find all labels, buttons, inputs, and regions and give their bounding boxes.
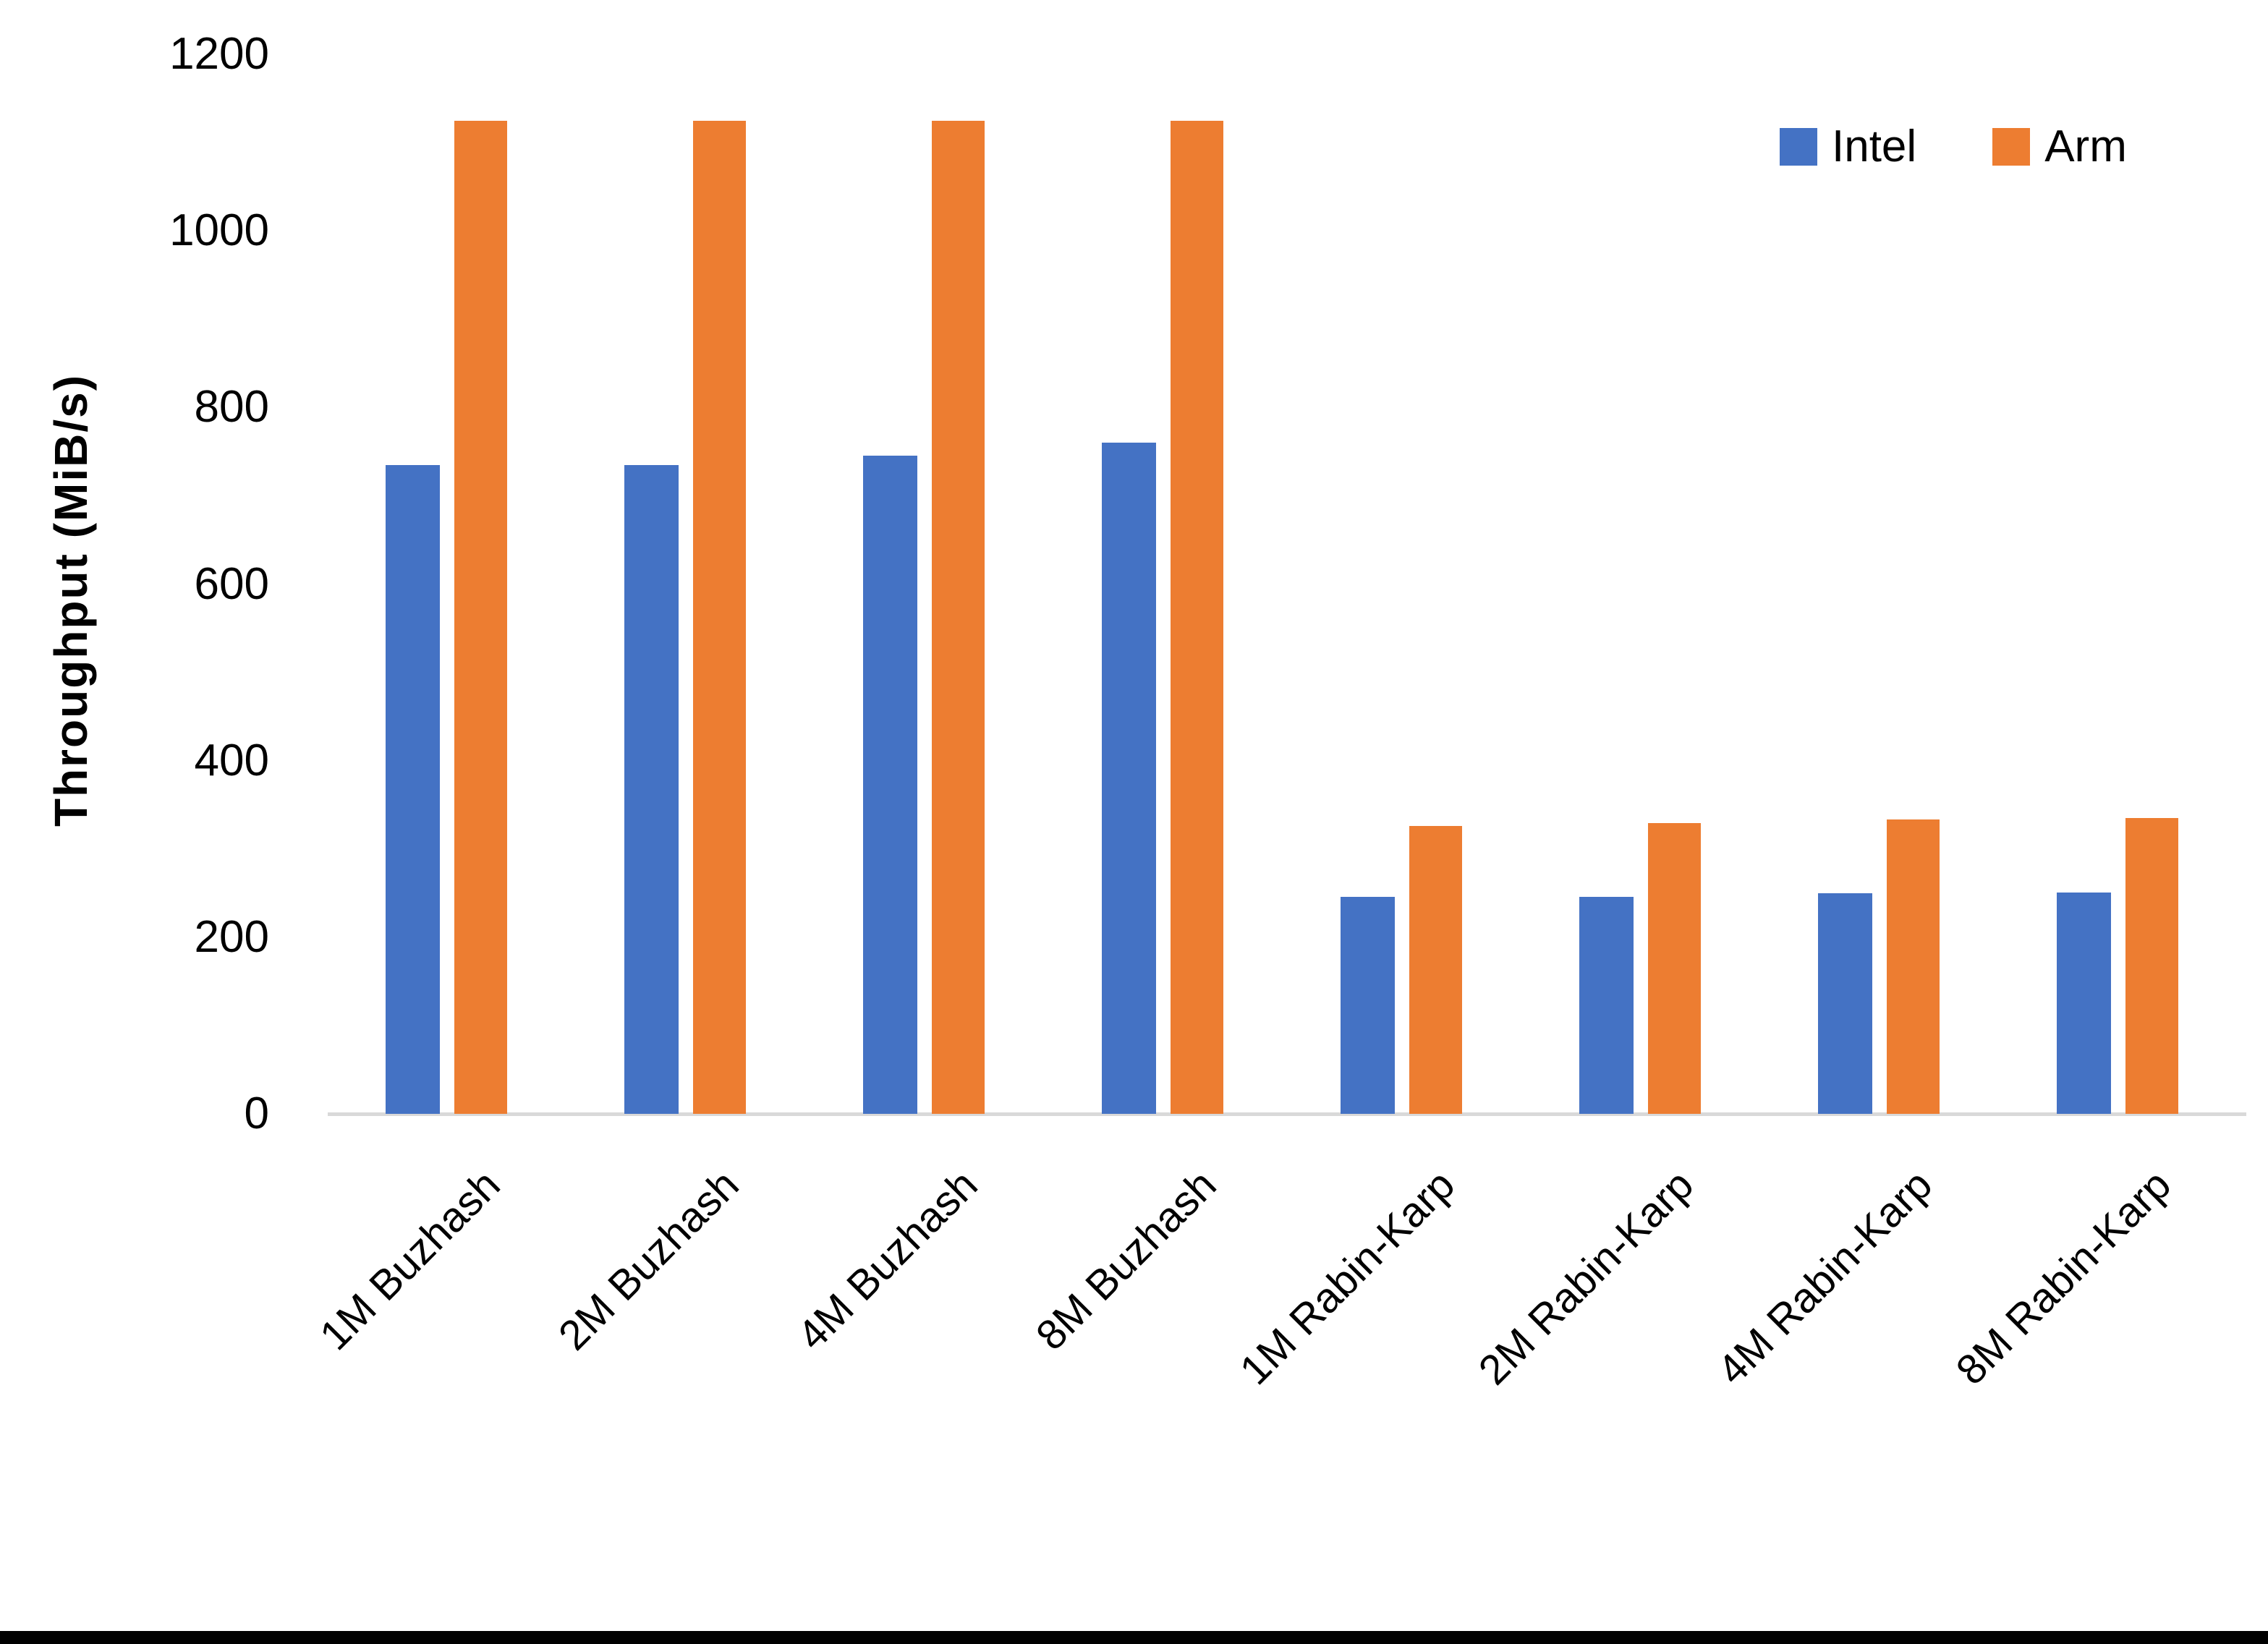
bar-intel-8m-buzhash (1102, 443, 1156, 1114)
bar-arm-4m-buzhash (932, 121, 985, 1114)
bottom-border-bar (0, 1631, 2268, 1644)
legend-item-arm: Arm (1992, 124, 2127, 169)
bar-intel-4m-buzhash (863, 456, 917, 1114)
legend-label-intel: Intel (1832, 122, 1917, 171)
bar-intel-4m-rabin-karp (1818, 893, 1872, 1114)
bar-arm-2m-buzhash (693, 121, 746, 1114)
legend-swatch-intel (1780, 128, 1817, 166)
bar-intel-2m-buzhash (624, 465, 679, 1114)
x-axis-line (328, 1112, 2246, 1116)
bar-arm-1m-rabin-karp (1409, 826, 1462, 1114)
x-label-4m-buzhash: 4M Buzhash (788, 1161, 987, 1360)
y-tick-label-800: 800 (194, 382, 269, 433)
bar-arm-1m-buzhash (454, 121, 507, 1114)
y-tick-label-400: 400 (194, 735, 269, 785)
bar-intel-1m-buzhash (386, 465, 440, 1114)
legend-swatch-arm (1992, 128, 2031, 166)
x-label-1m-rabin-karp: 1M Rabin-Karp (1231, 1161, 1464, 1394)
legend: Intel Arm (1780, 124, 2127, 169)
bar-intel-1m-rabin-karp (1341, 897, 1395, 1114)
x-label-8m-buzhash: 8M Buzhash (1027, 1161, 1226, 1360)
x-label-2m-rabin-karp: 2M Rabin-Karp (1469, 1161, 1703, 1394)
x-label-1m-buzhash: 1M Buzhash (310, 1161, 509, 1360)
bar-arm-2m-rabin-karp (1648, 823, 1701, 1114)
bar-intel-8m-rabin-karp (2057, 893, 2111, 1114)
bar-intel-2m-rabin-karp (1579, 897, 1634, 1114)
x-label-8m-rabin-karp: 8M Rabin-Karp (1947, 1161, 2180, 1394)
bar-arm-8m-rabin-karp (2125, 818, 2178, 1114)
y-tick-label-600: 600 (194, 558, 269, 609)
legend-label-arm: Arm (2044, 122, 2127, 171)
y-tick-label-1200: 1200 (169, 29, 269, 79)
y-tick-label-1000: 1000 (169, 205, 269, 256)
bar-arm-8m-buzhash (1171, 121, 1223, 1114)
x-label-4m-rabin-karp: 4M Rabin-Karp (1708, 1161, 1942, 1394)
y-tick-label-0: 0 (244, 1089, 269, 1138)
legend-item-intel: Intel (1780, 124, 1916, 169)
bar-arm-4m-rabin-karp (1887, 819, 1940, 1114)
x-label-2m-buzhash: 2M Buzhash (549, 1161, 748, 1360)
y-tick-label-200: 200 (194, 911, 269, 962)
